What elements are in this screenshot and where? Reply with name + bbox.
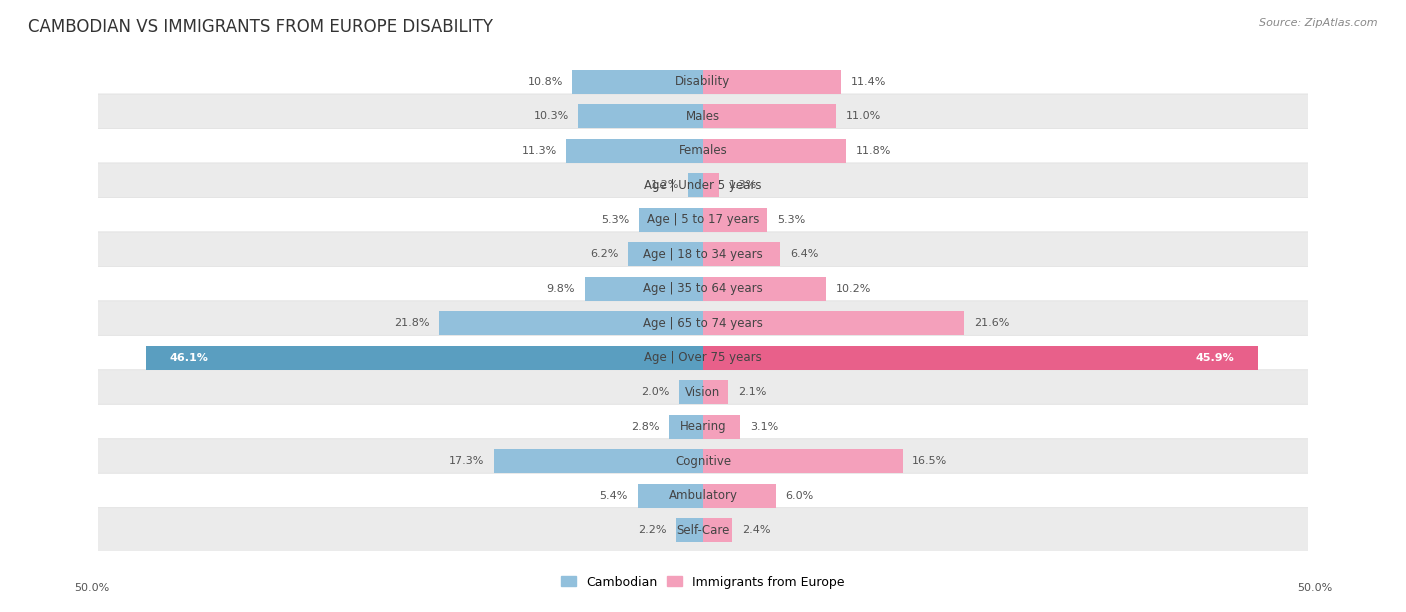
Text: Ambulatory: Ambulatory xyxy=(668,489,738,502)
Text: 11.0%: 11.0% xyxy=(845,111,882,121)
Text: Self-Care: Self-Care xyxy=(676,524,730,537)
Bar xyxy=(703,104,837,129)
Text: 1.3%: 1.3% xyxy=(728,181,756,190)
Text: 16.5%: 16.5% xyxy=(912,456,948,466)
Bar xyxy=(703,242,780,266)
Bar xyxy=(628,242,703,266)
FancyBboxPatch shape xyxy=(73,94,1333,139)
Text: 5.3%: 5.3% xyxy=(776,215,806,225)
Text: 2.0%: 2.0% xyxy=(641,387,669,397)
FancyBboxPatch shape xyxy=(73,335,1333,380)
FancyBboxPatch shape xyxy=(73,508,1333,553)
Text: 1.2%: 1.2% xyxy=(651,181,679,190)
Text: Age | Under 5 years: Age | Under 5 years xyxy=(644,179,762,192)
Text: 10.8%: 10.8% xyxy=(527,77,562,87)
Text: 6.0%: 6.0% xyxy=(785,491,814,501)
Bar xyxy=(703,139,845,163)
Text: 2.8%: 2.8% xyxy=(631,422,659,431)
Legend: Cambodian, Immigrants from Europe: Cambodian, Immigrants from Europe xyxy=(561,576,845,589)
Text: 50.0%: 50.0% xyxy=(1296,583,1333,592)
Bar xyxy=(703,311,965,335)
FancyBboxPatch shape xyxy=(73,370,1333,414)
Bar xyxy=(567,139,703,163)
FancyBboxPatch shape xyxy=(73,405,1333,449)
Text: 6.4%: 6.4% xyxy=(790,249,818,259)
Text: Females: Females xyxy=(679,144,727,157)
Text: 3.1%: 3.1% xyxy=(751,422,779,431)
Bar xyxy=(494,449,703,473)
Text: 21.6%: 21.6% xyxy=(974,318,1010,328)
Text: Age | 18 to 34 years: Age | 18 to 34 years xyxy=(643,248,763,261)
Text: Age | 35 to 64 years: Age | 35 to 64 years xyxy=(643,282,763,295)
Bar xyxy=(669,414,703,439)
Text: Source: ZipAtlas.com: Source: ZipAtlas.com xyxy=(1260,18,1378,28)
Text: 2.4%: 2.4% xyxy=(742,525,770,535)
Bar xyxy=(703,380,728,405)
Bar xyxy=(689,173,703,198)
Text: Age | 65 to 74 years: Age | 65 to 74 years xyxy=(643,317,763,330)
Text: 6.2%: 6.2% xyxy=(591,249,619,259)
Bar xyxy=(703,518,733,542)
Text: 11.8%: 11.8% xyxy=(855,146,891,156)
Bar xyxy=(679,380,703,405)
Bar xyxy=(638,483,703,508)
Text: 17.3%: 17.3% xyxy=(449,456,484,466)
Text: Cognitive: Cognitive xyxy=(675,455,731,468)
Bar xyxy=(703,449,903,473)
Text: 45.9%: 45.9% xyxy=(1195,353,1234,363)
Text: CAMBODIAN VS IMMIGRANTS FROM EUROPE DISABILITY: CAMBODIAN VS IMMIGRANTS FROM EUROPE DISA… xyxy=(28,18,494,36)
Bar xyxy=(703,70,841,94)
FancyBboxPatch shape xyxy=(73,129,1333,173)
FancyBboxPatch shape xyxy=(73,59,1333,104)
Text: 5.3%: 5.3% xyxy=(600,215,630,225)
Text: Males: Males xyxy=(686,110,720,123)
Bar xyxy=(676,518,703,542)
FancyBboxPatch shape xyxy=(73,198,1333,242)
Text: 2.1%: 2.1% xyxy=(738,387,766,397)
FancyBboxPatch shape xyxy=(73,473,1333,518)
Bar xyxy=(440,311,703,335)
Text: 10.2%: 10.2% xyxy=(837,284,872,294)
Text: 5.4%: 5.4% xyxy=(599,491,628,501)
Text: 11.4%: 11.4% xyxy=(851,77,886,87)
Text: Hearing: Hearing xyxy=(679,420,727,433)
Bar xyxy=(703,483,776,508)
Bar xyxy=(572,70,703,94)
FancyBboxPatch shape xyxy=(73,439,1333,483)
Text: 46.1%: 46.1% xyxy=(170,353,208,363)
Bar xyxy=(703,346,1258,370)
Bar xyxy=(585,277,703,301)
Bar xyxy=(703,414,741,439)
FancyBboxPatch shape xyxy=(73,232,1333,277)
Bar xyxy=(703,173,718,198)
Text: 11.3%: 11.3% xyxy=(522,146,557,156)
Text: 2.2%: 2.2% xyxy=(638,525,666,535)
Bar xyxy=(146,346,703,370)
Bar xyxy=(578,104,703,129)
FancyBboxPatch shape xyxy=(73,163,1333,207)
Bar xyxy=(703,277,827,301)
FancyBboxPatch shape xyxy=(73,266,1333,311)
Text: Age | 5 to 17 years: Age | 5 to 17 years xyxy=(647,214,759,226)
FancyBboxPatch shape xyxy=(73,301,1333,346)
Text: 10.3%: 10.3% xyxy=(533,111,569,121)
Bar xyxy=(638,207,703,232)
Text: Age | Over 75 years: Age | Over 75 years xyxy=(644,351,762,364)
Text: 21.8%: 21.8% xyxy=(394,318,430,328)
Bar xyxy=(703,207,768,232)
Text: 50.0%: 50.0% xyxy=(73,583,110,592)
Text: Vision: Vision xyxy=(685,386,721,398)
Text: 9.8%: 9.8% xyxy=(547,284,575,294)
Text: Disability: Disability xyxy=(675,75,731,88)
